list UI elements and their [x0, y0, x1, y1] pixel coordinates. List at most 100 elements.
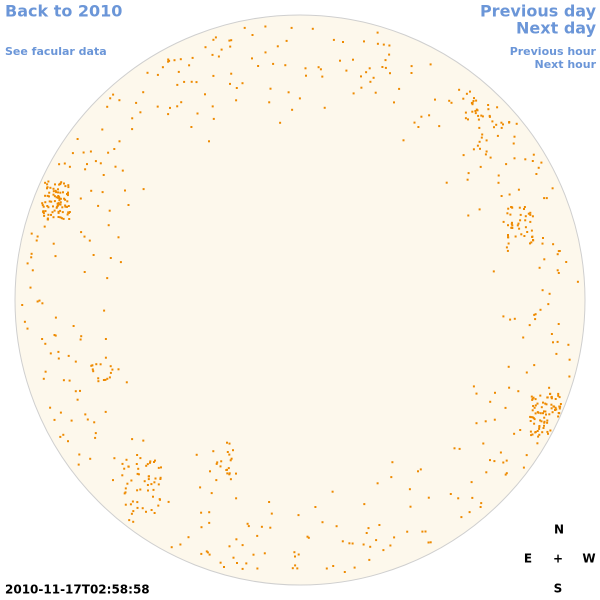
facula	[97, 204, 100, 207]
facula	[522, 466, 525, 469]
facula	[388, 44, 391, 47]
facula	[67, 186, 70, 189]
previous-day-link[interactable]: Previous day	[480, 2, 597, 21]
facula	[515, 122, 518, 125]
facula	[62, 191, 64, 194]
facula	[235, 538, 238, 541]
facula	[476, 144, 479, 147]
facula	[113, 457, 116, 460]
facula	[102, 379, 105, 381]
facula	[272, 62, 275, 65]
facula	[71, 152, 74, 155]
facula	[211, 53, 214, 56]
facula	[419, 468, 422, 471]
facula	[176, 83, 179, 86]
facula	[438, 125, 441, 128]
facula	[550, 333, 553, 335]
facula	[491, 120, 494, 123]
facula	[478, 140, 481, 143]
facula	[147, 478, 150, 481]
facula	[41, 338, 44, 340]
facula	[557, 415, 560, 418]
facula	[62, 217, 65, 220]
facula	[341, 540, 344, 543]
facula	[137, 473, 140, 476]
facula	[462, 154, 465, 157]
facula	[64, 205, 67, 208]
facula	[510, 206, 513, 208]
next-hour-link[interactable]: Next hour	[535, 58, 597, 71]
facula	[150, 509, 153, 511]
facula	[76, 138, 79, 140]
facula	[291, 567, 294, 570]
facula	[538, 425, 541, 427]
facula	[217, 55, 220, 58]
facula	[524, 219, 527, 222]
facula	[558, 405, 561, 408]
facula	[126, 482, 129, 485]
facula	[58, 196, 61, 199]
facula	[67, 191, 69, 194]
facula	[538, 433, 541, 436]
facula	[529, 211, 532, 214]
facula	[479, 147, 481, 150]
facula	[368, 67, 371, 70]
facula	[500, 126, 503, 129]
facula	[534, 404, 537, 407]
facula	[53, 418, 56, 421]
faculae-layer	[21, 25, 579, 573]
previous-hour-link[interactable]: Previous hour	[510, 45, 597, 58]
facula	[548, 413, 551, 416]
facula	[372, 76, 375, 79]
facula	[534, 398, 537, 401]
facula	[500, 195, 503, 197]
facula	[131, 117, 134, 120]
facula	[41, 302, 44, 305]
facula	[180, 101, 183, 104]
facular-link[interactable]: See facular data	[5, 45, 107, 58]
facula	[450, 101, 453, 104]
facula	[55, 206, 58, 209]
facula	[504, 473, 507, 476]
next-day-link[interactable]: Next day	[516, 19, 597, 38]
facula	[26, 327, 29, 330]
facula	[156, 105, 159, 108]
facula	[531, 236, 534, 238]
facula	[555, 352, 558, 355]
facula	[471, 101, 474, 104]
facula	[149, 460, 152, 463]
facula	[478, 208, 481, 211]
compass-center: +	[553, 552, 563, 566]
facula	[536, 430, 539, 432]
facula	[406, 530, 409, 533]
facula	[424, 530, 427, 533]
facula	[556, 340, 559, 343]
facula	[465, 92, 468, 95]
back-link[interactable]: Back to 2010	[5, 2, 122, 21]
facula	[83, 271, 86, 273]
facula	[466, 178, 469, 181]
facula	[59, 191, 62, 194]
facula	[369, 545, 372, 548]
facula	[127, 465, 130, 468]
facula	[545, 403, 548, 406]
facula	[554, 398, 557, 400]
facula	[135, 101, 138, 104]
facula	[539, 394, 542, 397]
facula	[204, 46, 207, 49]
facula	[108, 209, 111, 212]
facula	[497, 181, 500, 184]
facula	[485, 471, 488, 474]
facula	[533, 364, 536, 367]
facula	[136, 506, 139, 509]
facula	[52, 242, 55, 245]
facula	[60, 217, 63, 220]
facula	[470, 481, 473, 484]
facula	[509, 213, 512, 216]
facula	[147, 475, 150, 478]
facula	[97, 380, 100, 383]
facula	[57, 210, 60, 213]
facula	[323, 106, 326, 109]
facula	[183, 80, 186, 83]
